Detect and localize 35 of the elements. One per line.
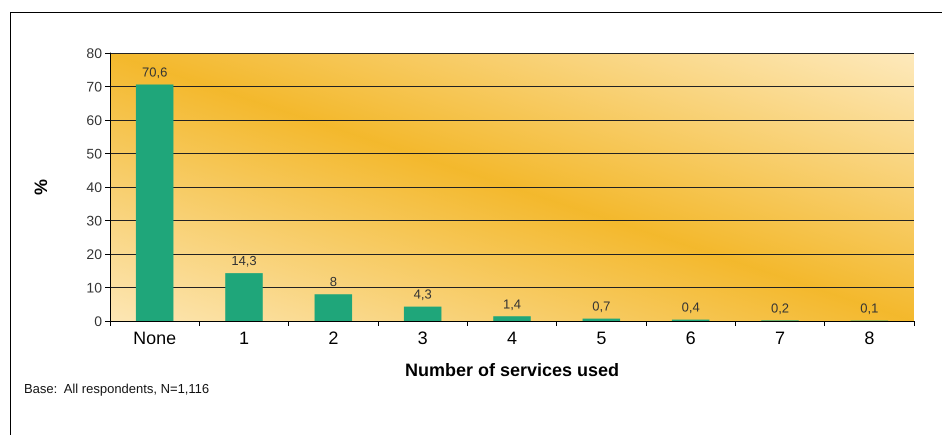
y-tick-label: 50 [86,146,102,162]
bar [225,273,263,321]
data-label: 8 [330,274,337,290]
x-tick-label: 5 [596,328,606,348]
data-label: 0,1 [860,300,878,316]
y-axis-title: % [31,178,51,196]
x-tick-label: 2 [328,328,338,348]
data-label: 0,2 [770,300,790,316]
bar [493,316,531,321]
data-label: 4,3 [414,286,432,302]
bar [314,294,352,321]
data-label: 1,4 [502,296,522,312]
bar [136,84,174,321]
y-tick-label: 40 [86,179,102,195]
y-tick-label: 80 [86,45,102,61]
x-tick-label: 8 [864,328,874,348]
y-tick-label: 10 [86,280,102,296]
bar [404,306,442,321]
data-label: 70,6 [142,64,168,80]
y-tick-label: 70 [86,78,102,94]
x-tick-label: None [133,328,176,348]
x-tick-label: 1 [238,328,250,348]
x-tick-label: 3 [418,328,428,348]
data-label: 0,4 [682,300,700,315]
y-tick-label: 0 [94,313,102,329]
x-axis-title: Number of services used [404,360,620,380]
y-tick-label: 30 [86,212,102,228]
x-tick-label: 7 [774,328,786,348]
y-tick-label: 60 [86,112,102,128]
text: Base: All respondents, N=1,116 [24,381,210,396]
x-tick-label: 4 [506,328,518,348]
data-label: 14,3 [231,253,257,268]
y-tick-label: 20 [86,246,102,262]
x-tick-label: 6 [686,328,696,348]
data-label: 0,7 [592,298,610,314]
